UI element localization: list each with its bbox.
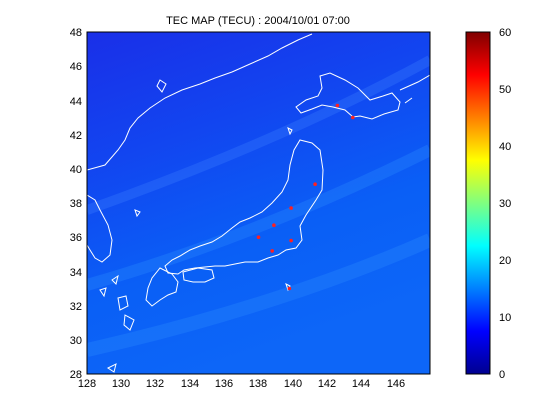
lon-tick: 134 [181, 378, 199, 390]
lon-tick: 138 [249, 378, 267, 390]
lon-tick: 142 [318, 378, 336, 390]
lon-axis: 128 130 132 134 136 138 140 142 144 146 [78, 378, 405, 390]
station-marker [313, 182, 317, 186]
coast-shikoku [182, 267, 215, 283]
lat-tick: 44 [70, 96, 82, 108]
coast-kuril [399, 74, 430, 104]
lon-tick: 144 [352, 378, 370, 390]
map-title: TEC MAP (TECU) : 2004/10/01 07:00 [166, 15, 350, 27]
station-marker [256, 235, 261, 239]
lon-tick: 140 [284, 378, 302, 390]
lat-tick: 38 [70, 198, 82, 210]
lat-tick: 28 [70, 369, 82, 381]
observation-stations [256, 103, 355, 291]
colorbar-tick: 30 [499, 198, 511, 210]
coast-kyushu [145, 267, 179, 307]
map-frame [86, 31, 431, 375]
map-panel: 28 30 32 34 36 38 40 42 44 46 48 128 130… [70, 27, 431, 390]
colorbar-tick: 10 [499, 312, 511, 324]
colorbar-axis: 0 10 20 30 40 50 60 [499, 27, 511, 381]
station-marker [351, 115, 355, 120]
station-marker [272, 223, 276, 227]
colorbar-tick: 60 [499, 27, 511, 39]
lat-tick: 32 [70, 301, 82, 313]
coast-islands [99, 274, 135, 373]
colorbar-tick: 20 [499, 255, 511, 267]
lat-tick: 30 [70, 335, 82, 347]
station-marker [287, 286, 292, 291]
lat-axis: 28 30 32 34 36 38 40 42 44 46 48 [70, 27, 82, 381]
colorbar-gradient [465, 31, 491, 375]
station-marker [335, 103, 340, 108]
coast-russia [87, 33, 313, 171]
coast-korea [87, 194, 113, 263]
lon-tick: 128 [78, 378, 96, 390]
colorbar-tick: 40 [499, 141, 511, 153]
coast-hokkaido [295, 72, 401, 120]
tec-field [87, 32, 430, 374]
tec-contour-bands [87, 55, 430, 357]
coastlines [87, 33, 430, 373]
colorbar-tick: 50 [499, 84, 511, 96]
lat-tick: 46 [70, 61, 82, 73]
lat-tick: 34 [70, 267, 82, 279]
colorbar: 0 10 20 30 40 50 60 [465, 27, 511, 381]
coast-honshu [164, 139, 324, 275]
lon-tick: 130 [112, 378, 130, 390]
station-marker [289, 206, 293, 210]
lat-tick: 48 [70, 27, 82, 39]
lon-tick: 132 [146, 378, 164, 390]
lat-tick: 42 [70, 130, 82, 142]
station-marker [270, 249, 275, 253]
lon-tick: 146 [387, 378, 405, 390]
station-marker [289, 238, 293, 243]
lat-tick: 36 [70, 232, 82, 244]
colorbar-tick: 0 [499, 369, 505, 381]
lat-tick: 40 [70, 164, 82, 176]
lon-tick: 136 [215, 378, 233, 390]
